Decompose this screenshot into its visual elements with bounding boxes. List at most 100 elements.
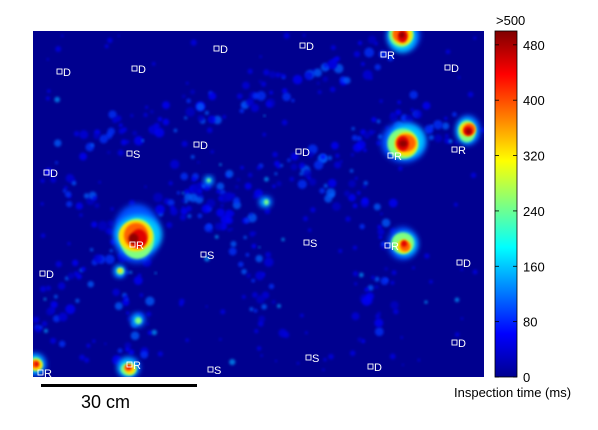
heatmap-blob	[94, 203, 100, 209]
heatmap-blob	[236, 178, 241, 182]
heatmap-blob	[263, 176, 269, 182]
heatmap-blob	[214, 234, 219, 239]
colorbar-tick-label: 480	[523, 38, 545, 53]
heatmap-blob	[130, 114, 134, 118]
heatmap-blob	[162, 101, 170, 110]
marker-label: S	[207, 250, 214, 262]
heatmap-blob	[237, 261, 244, 268]
heatmap-blob	[125, 347, 130, 352]
colorbar-tick-label: 160	[523, 259, 545, 274]
heatmap-blob	[374, 276, 380, 282]
heatmap-blob	[331, 141, 339, 150]
heatmap-blob	[252, 92, 259, 100]
heatmap-blob	[350, 153, 355, 157]
location-marker: D	[295, 147, 310, 159]
heatmap-blob	[188, 193, 198, 203]
heatmap-blob	[126, 311, 130, 315]
location-marker: R	[384, 241, 399, 253]
colorbar-tick-label: 0	[523, 370, 530, 385]
heatmap-blob	[362, 184, 367, 189]
heatmap-blob	[244, 217, 250, 224]
heatmap-blob	[236, 93, 243, 100]
location-marker: R	[37, 368, 52, 380]
heatmap-blob	[228, 247, 237, 256]
heatmap-blob	[359, 223, 365, 230]
heatmap-blob	[117, 348, 123, 354]
heatmap-blob	[348, 193, 356, 202]
location-marker: D	[193, 140, 208, 152]
heatmap-blob	[444, 133, 449, 138]
heatmap-blob	[444, 116, 448, 120]
heatmap-blob	[388, 198, 398, 208]
marker-label: R	[136, 240, 144, 252]
heatmap-blob	[98, 180, 101, 184]
heatmap-blob	[374, 285, 379, 289]
heatmap-blob	[412, 266, 416, 270]
heatmap-blob	[274, 359, 278, 363]
colorbar-tick-label: 400	[523, 93, 545, 108]
heatmap-blob	[168, 181, 173, 186]
heatmap-blob	[55, 161, 59, 165]
heatmap-blob	[45, 96, 50, 101]
heatmap-blob	[45, 285, 52, 291]
heatmap-blob	[256, 294, 265, 304]
heatmap-blob	[218, 195, 224, 202]
heatmap-blob	[352, 271, 359, 277]
heatmap-blob	[128, 233, 139, 244]
heatmap-blob	[472, 269, 478, 275]
heatmap-blob	[144, 185, 147, 188]
heatmap-blob	[310, 207, 316, 213]
heatmap-blob	[366, 292, 374, 301]
heatmap-blob	[247, 68, 253, 75]
heatmap-blob	[181, 94, 186, 99]
heatmap-blob	[231, 211, 235, 215]
heatmap-blob	[453, 202, 458, 207]
heatmap-blob	[253, 308, 258, 313]
heatmap-blob	[122, 127, 128, 132]
heatmap-blob	[146, 311, 152, 317]
heatmap-blob	[457, 76, 461, 79]
heatmap-blob	[434, 134, 443, 143]
heatmap-blob	[213, 115, 222, 125]
marker-label: R	[133, 360, 141, 372]
heatmap-blob	[276, 180, 282, 187]
marker-square	[37, 369, 44, 376]
heatmap-blob	[90, 143, 95, 147]
location-marker: S	[303, 238, 317, 250]
marker-label: R	[387, 50, 395, 62]
heatmap-blob	[332, 202, 341, 211]
heatmap-blob	[167, 199, 175, 207]
heatmap-blob	[395, 109, 402, 116]
heatmap-blob	[377, 134, 383, 139]
heatmap-blob	[128, 349, 135, 356]
heatmap-blob	[117, 149, 124, 156]
heatmap-blob	[176, 191, 181, 195]
heatmap-blob	[303, 169, 312, 178]
heatmap-blob	[181, 191, 185, 195]
heatmap-blob	[181, 198, 185, 203]
heatmap-blob	[281, 88, 288, 94]
heatmap-blob	[210, 150, 214, 154]
heatmap-blob	[220, 203, 224, 208]
location-marker: D	[213, 44, 228, 56]
heatmap-blob	[352, 245, 358, 250]
marker-square	[451, 339, 458, 346]
heatmap-blob	[319, 187, 326, 194]
heatmap-blob	[399, 31, 405, 39]
heatmap-blob	[197, 213, 203, 219]
heatmap-blob	[38, 325, 43, 330]
heatmap-blob	[260, 81, 267, 87]
heatmap-blob	[376, 140, 382, 146]
heatmap-blob	[254, 189, 263, 198]
heatmap-blob	[179, 298, 185, 305]
heatmap-blob	[351, 134, 358, 141]
heatmap-blob	[65, 304, 76, 315]
heatmap-blob	[123, 294, 128, 300]
heatmap-blob	[361, 62, 365, 66]
heatmap-blob	[196, 102, 205, 111]
heatmap-blob	[62, 188, 67, 193]
heatmap-blob	[275, 72, 281, 78]
marker-label: S	[312, 353, 319, 365]
heatmap-blob	[155, 204, 165, 215]
heatmap-blob	[41, 321, 48, 327]
